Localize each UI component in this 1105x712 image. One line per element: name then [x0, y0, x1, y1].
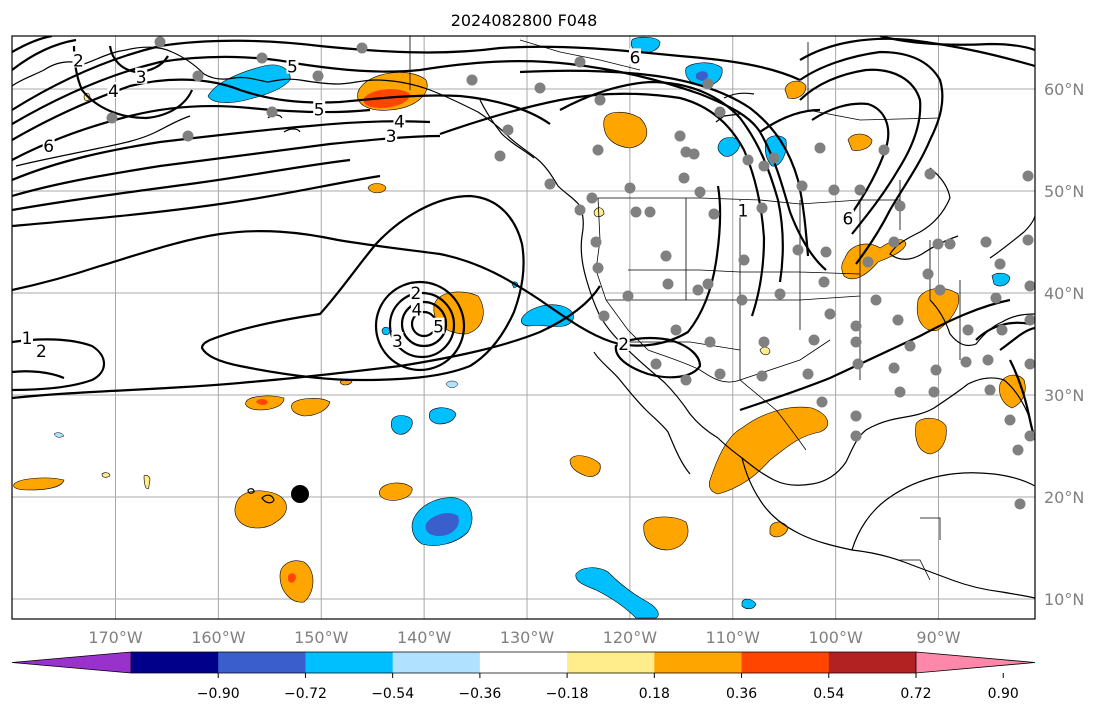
colorbar-labels: −0.90 −0.72 −0.54 −0.36 −0.18 0.18 0.36 0.54 0.7… [197, 673, 1019, 702]
strong-negative-shading [425, 71, 708, 536]
contour-label: 3 [136, 68, 147, 88]
contour-label: 5 [433, 318, 444, 338]
longitude-label: 110°W [706, 628, 761, 647]
colorbar-segment [654, 652, 743, 673]
contour-label: 2 [618, 335, 629, 355]
contour-label: 3 [392, 332, 403, 352]
contour-label-halo [737, 201, 750, 218]
longitude-label: 170°W [88, 628, 143, 647]
longitude-labels: 170°W 160°W 150°W 140°W 130°W 120°W 110°W 100°W… [88, 628, 960, 647]
contour-label-halo [313, 100, 326, 117]
coastlines [12, 46, 1035, 599]
colorbar-tick-label: −0.18 [546, 686, 589, 702]
colorbar-segment [828, 652, 917, 673]
contour-label-halo [391, 331, 404, 348]
contour-label: 2 [36, 342, 47, 362]
colorbar-tick-label: −0.36 [458, 686, 501, 702]
colorbar-tick-label: 0.72 [900, 686, 931, 702]
contour-label: 5 [314, 100, 325, 120]
contour-label-halo [432, 317, 445, 334]
colorbar-segment [218, 652, 306, 673]
negative-shading [207, 36, 1011, 619]
weak-negative-shading [53, 380, 459, 438]
colorbar-tick-label: −0.72 [284, 686, 327, 702]
colorbar-tick-label: 0.36 [726, 686, 757, 702]
contour-label-halo [410, 300, 423, 317]
latitude-label: 60°N [1044, 80, 1084, 99]
contour-label: 2 [73, 51, 84, 71]
map-background [12, 36, 1035, 619]
contour-label: 2 [410, 284, 421, 304]
latitude-label: 30°N [1044, 386, 1084, 405]
contour-label-halo [409, 284, 422, 300]
colorbar-tick-label: 0.54 [813, 686, 844, 702]
contour-label-halo [107, 82, 120, 99]
longitude-label: 120°W [603, 628, 658, 647]
contour-label: 3 [386, 127, 397, 147]
contour-label: 4 [412, 300, 423, 320]
colorbar-max-extend [915, 651, 1036, 674]
positive-shading [13, 72, 1026, 603]
colorbar-segment [305, 652, 394, 673]
contour-label: 5 [287, 58, 298, 78]
contour-label: 6 [630, 48, 641, 68]
colorbar-segment [567, 652, 655, 673]
longitude-label: 130°W [500, 628, 555, 647]
colorbar-segment [392, 652, 481, 673]
latitude-label: 40°N [1044, 284, 1084, 303]
latitude-label: 10°N [1044, 590, 1084, 609]
station-markers [106, 36, 1035, 510]
contour-label-halo [21, 328, 34, 345]
contour-label-halo [35, 342, 48, 359]
map-title: 2024082800 F048 [451, 11, 598, 30]
contour-label-halo [286, 57, 299, 74]
contour-label-halo [42, 137, 55, 154]
contour-label: 6 [843, 210, 854, 230]
colorbar-min-extend [11, 651, 132, 674]
contour-label-halo [135, 67, 148, 84]
colorbar-tick-label: −0.90 [197, 686, 240, 702]
contour-label-halo [385, 126, 398, 143]
colorbar-tick-label: −0.54 [371, 686, 414, 702]
contour-label: 6 [43, 137, 54, 157]
colorbar-segment [131, 652, 219, 673]
colorbar-segment [479, 652, 568, 673]
longitude-label: 160°W [191, 628, 246, 647]
colorbar-segment [741, 652, 830, 673]
latitude-label: 20°N [1044, 488, 1084, 507]
contour-label-halo [72, 51, 85, 68]
contour-label: 1 [22, 329, 33, 349]
longitude-label: 100°W [808, 628, 863, 647]
map-frame [11, 35, 1036, 620]
longitude-label: 140°W [397, 628, 452, 647]
contour-label-halo [629, 48, 642, 65]
latitude-labels: 60°N 50°N 40°N 30°N 20°N 10°N [1044, 80, 1084, 609]
colorbar-tick-label: 0.18 [639, 686, 670, 702]
contour-label: 4 [394, 113, 405, 133]
longitude-label: 150°W [294, 628, 349, 647]
contour-label-halo [617, 335, 630, 351]
contour-label-halo [841, 209, 854, 226]
colorbar [11, 651, 1036, 674]
contour-label: 4 [108, 82, 119, 102]
shaded-anomalies [13, 36, 1026, 619]
colorbar-tick-label: 0.90 [988, 686, 1019, 702]
contour-label-halo [393, 112, 406, 129]
contour-label: 1 [738, 201, 749, 221]
marked-point [291, 485, 309, 503]
longitude-label: 90°W [916, 628, 960, 647]
latitude-label: 50°N [1044, 182, 1084, 201]
